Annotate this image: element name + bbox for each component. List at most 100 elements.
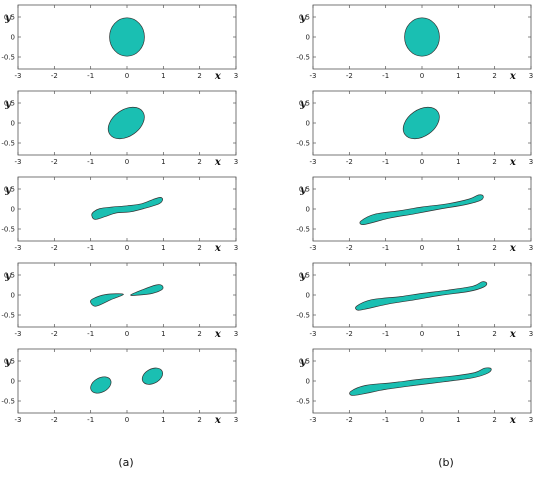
drop-shape — [349, 367, 492, 396]
y-tick-label: 0.5 — [299, 14, 310, 22]
x-tick-label: -1 — [382, 244, 389, 252]
x-tick-label: 2 — [197, 158, 201, 166]
x-axis-label: x — [509, 71, 517, 82]
x-tick-label: -1 — [382, 330, 389, 338]
drop-shape — [404, 17, 440, 57]
x-tick-label: 3 — [234, 158, 238, 166]
y-tick-label: 0.5 — [4, 186, 15, 194]
x-tick-label: 0 — [420, 72, 424, 80]
x-tick-label: -2 — [51, 330, 58, 338]
y-tick-label: 0.5 — [4, 14, 15, 22]
x-axis-label: x — [509, 415, 517, 426]
y-tick-label: 0.5 — [4, 272, 15, 280]
drop-shape — [141, 367, 163, 385]
x-tick-label: 1 — [161, 244, 165, 252]
x-tick-label: -3 — [15, 330, 22, 338]
x-tick-label: 2 — [197, 244, 201, 252]
y-axis-label: y — [299, 185, 307, 196]
x-tick-label: 3 — [529, 416, 533, 424]
x-tick-label: 0 — [420, 416, 424, 424]
y-tick-label: 0 — [306, 378, 310, 386]
x-tick-label: -2 — [346, 72, 353, 80]
x-tick-label: 3 — [234, 416, 238, 424]
axes-frame — [17, 262, 237, 328]
y-tick-label: -0.5 — [1, 226, 15, 234]
drop-shape — [107, 106, 145, 140]
y-axis-label: y — [4, 357, 12, 368]
x-tick-label: -1 — [382, 158, 389, 166]
x-tick-label: -2 — [51, 158, 58, 166]
panel-a-3: 0.5 0 -0.5 -3 -2 -1 0 1 2 3 y x — [1, 176, 238, 254]
x-tick-label: 0 — [125, 158, 129, 166]
y-tick-label: 0 — [11, 378, 15, 386]
x-tick-label: 0 — [125, 416, 129, 424]
y-axis-label: y — [4, 271, 12, 282]
x-tick-label: 2 — [492, 72, 496, 80]
y-tick-label: -0.5 — [296, 140, 310, 148]
x-axis-label: x — [509, 157, 517, 168]
y-tick-label: -0.5 — [296, 312, 310, 320]
y-tick-label: 0 — [11, 206, 15, 214]
x-tick-label: 0 — [125, 72, 129, 80]
drop-shape — [91, 197, 163, 220]
x-tick-label: -2 — [51, 416, 58, 424]
x-axis-label: x — [214, 329, 222, 340]
y-tick-label: 0.5 — [299, 100, 310, 108]
y-tick-label: -0.5 — [1, 54, 15, 62]
x-tick-label: 3 — [529, 158, 533, 166]
x-axis-label: x — [214, 157, 222, 168]
panel-b-3: 0.5 0 -0.5 -3 -2 -1 0 1 2 3 y x — [296, 176, 533, 254]
x-tick-label: 3 — [234, 244, 238, 252]
x-tick-label: 1 — [161, 72, 165, 80]
x-tick-label: 1 — [161, 416, 165, 424]
x-tick-label: -3 — [310, 330, 317, 338]
axes-frame — [17, 348, 237, 414]
x-tick-label: -2 — [346, 158, 353, 166]
drop-shape — [109, 17, 145, 57]
x-axis-label: x — [214, 71, 222, 82]
panel-a-4: 0.5 0 -0.5 -3 -2 -1 0 1 2 3 y x — [1, 262, 238, 340]
y-tick-label: 0 — [11, 34, 15, 42]
x-tick-label: -1 — [87, 158, 94, 166]
y-axis-label: y — [4, 99, 12, 110]
x-tick-label: -1 — [382, 416, 389, 424]
x-tick-label: 0 — [420, 158, 424, 166]
drop-shape — [130, 284, 164, 296]
x-axis-label: x — [509, 243, 517, 254]
y-tick-label: -0.5 — [296, 398, 310, 406]
x-tick-label: -3 — [310, 244, 317, 252]
drop-shape — [90, 376, 112, 394]
x-tick-label: 0 — [420, 244, 424, 252]
x-tick-label: -3 — [310, 72, 317, 80]
panel-b-2: 0.5 0 -0.5 -3 -2 -1 0 1 2 3 y x — [296, 90, 533, 168]
y-tick-label: -0.5 — [296, 54, 310, 62]
x-tick-label: 0 — [420, 330, 424, 338]
x-tick-label: -1 — [87, 72, 94, 80]
x-tick-label: -1 — [87, 330, 94, 338]
panel-b-4: 0.5 0 -0.5 -3 -2 -1 0 1 2 3 y x — [296, 262, 533, 340]
y-tick-label: 0 — [306, 120, 310, 128]
x-tick-label: 3 — [529, 244, 533, 252]
x-tick-label: -2 — [51, 244, 58, 252]
y-tick-label: 0 — [306, 206, 310, 214]
y-axis-label: y — [299, 99, 307, 110]
x-tick-label: -3 — [310, 416, 317, 424]
y-tick-label: 0.5 — [299, 358, 310, 366]
y-tick-label: 0.5 — [299, 186, 310, 194]
x-tick-label: 2 — [197, 330, 201, 338]
drop-shape — [402, 106, 440, 140]
x-tick-label: -1 — [87, 244, 94, 252]
x-tick-label: 2 — [197, 416, 201, 424]
x-tick-label: 2 — [492, 158, 496, 166]
x-tick-label: 1 — [456, 244, 460, 252]
x-tick-label: 2 — [492, 330, 496, 338]
x-tick-label: -2 — [346, 330, 353, 338]
drop-shape — [89, 293, 124, 307]
y-tick-label: 0.5 — [4, 358, 15, 366]
panel-b-5: 0.5 0 -0.5 -3 -2 -1 0 1 2 3 y x — [296, 348, 533, 426]
x-tick-label: -3 — [310, 158, 317, 166]
x-tick-label: -2 — [346, 244, 353, 252]
x-tick-label: 1 — [456, 330, 460, 338]
x-tick-label: 3 — [529, 72, 533, 80]
